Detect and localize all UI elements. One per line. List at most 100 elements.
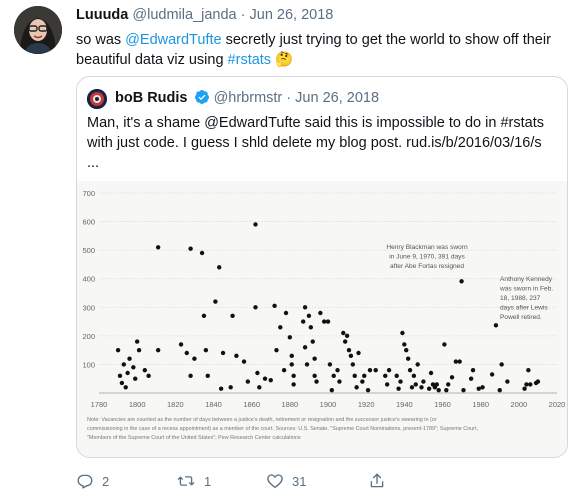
data-point [367, 367, 373, 373]
data-point [480, 385, 485, 390]
data-point [155, 347, 161, 353]
like-count: 31 [292, 473, 307, 489]
share-icon [370, 473, 384, 488]
data-point [341, 330, 346, 336]
separator-dot: · [240, 7, 246, 23]
data-point [493, 323, 499, 328]
x-tick-label: 1820 [167, 400, 184, 409]
scatter-chart-image[interactable]: 100 200 300 400 500 600 700 1780 1800 1820 1840 18… [77, 181, 567, 457]
data-point [434, 382, 439, 387]
data-point [272, 303, 277, 309]
chart-note-line: Note: Vacancies are counted as the numbe… [87, 417, 437, 423]
x-tick-label: 2000 [510, 400, 527, 409]
data-point [362, 373, 367, 379]
data-point [426, 386, 432, 391]
data-point [188, 246, 193, 251]
data-point [453, 359, 459, 364]
data-point [220, 350, 226, 356]
data-point [312, 356, 317, 361]
quoted-tweet-card[interactable]: boB Rudis @hrbrmstr · Jun 26, 2018 Man, … [76, 76, 568, 458]
data-point [318, 310, 323, 316]
data-point [274, 347, 279, 353]
quoted-author-avatar[interactable] [87, 89, 107, 109]
avatar-photo-icon [87, 89, 107, 109]
data-point [413, 382, 418, 387]
data-point [134, 339, 140, 344]
author-avatar[interactable] [14, 6, 62, 54]
data-point [360, 379, 365, 384]
tweet-text-part: so was [76, 32, 126, 48]
data-point [281, 367, 287, 373]
x-tick-label: 1860 [243, 400, 260, 409]
data-point [125, 370, 130, 376]
mention-link[interactable]: @EdwardTufte [125, 32, 222, 48]
data-point [217, 265, 222, 270]
hashtag-link[interactable]: #rstats [227, 52, 272, 68]
data-point [241, 359, 247, 364]
data-point [133, 376, 138, 381]
data-point [386, 367, 392, 373]
data-point [308, 325, 314, 330]
quoted-author-handle[interactable]: @hrbrmstr [213, 90, 283, 106]
data-point [522, 386, 527, 391]
data-point [526, 367, 531, 373]
author-handle[interactable]: @ludmila_janda [132, 7, 237, 23]
data-point [449, 375, 455, 380]
data-point [350, 362, 356, 367]
data-point [184, 350, 189, 356]
share-action[interactable] [368, 472, 386, 490]
data-point [409, 385, 415, 390]
quoted-author-name[interactable]: boB Rudis [115, 90, 188, 106]
data-point [352, 373, 357, 379]
author-name[interactable]: Luuuda [76, 7, 129, 23]
tweet-text-part: secretly just trying to get the world to… [76, 32, 551, 68]
data-point [291, 373, 296, 379]
data-point [304, 362, 310, 367]
data-point [127, 356, 132, 361]
data-point [310, 339, 315, 344]
annotation-text: Henry Blackman was sworn [386, 244, 468, 251]
data-point [344, 333, 350, 339]
quoted-tweet-date[interactable]: Jun 26, 2018 [295, 90, 380, 106]
retweet-icon [177, 476, 195, 486]
data-point [146, 373, 151, 379]
data-point [278, 325, 283, 330]
chart-note-line: commissioning in the case of a recess ap… [87, 426, 478, 432]
data-point [457, 359, 462, 364]
data-point [499, 362, 504, 367]
data-point [461, 387, 466, 393]
data-point [404, 347, 409, 353]
retweet-action[interactable]: 1 [176, 472, 211, 490]
annotation-text: 18, 1988, 237 [500, 295, 541, 302]
data-point [325, 319, 331, 324]
data-point [289, 362, 294, 367]
quoted-tweet-text: Man, it's a shame @EdwardTufte said this… [87, 115, 544, 171]
data-point [421, 379, 426, 384]
data-point [327, 362, 333, 367]
data-point [205, 373, 210, 379]
data-point [230, 313, 235, 319]
tweet-date[interactable]: Jun 26, 2018 [249, 7, 334, 23]
reply-action[interactable]: 2 [76, 472, 109, 490]
data-point [446, 382, 451, 387]
data-point [398, 379, 403, 384]
data-point [314, 379, 319, 384]
x-tick-label: 1960 [434, 400, 451, 409]
data-point [283, 310, 289, 316]
quoted-tweet-header: boB Rudis @hrbrmstr · Jun 26, 2018 [115, 89, 379, 109]
data-point [255, 370, 260, 376]
like-action[interactable]: 31 [266, 472, 306, 490]
annotation-text: Powell retired. [500, 314, 542, 321]
data-point [415, 362, 420, 367]
data-point [400, 330, 405, 336]
data-point [419, 385, 424, 390]
y-tick-label: 500 [82, 246, 95, 255]
data-point [257, 385, 262, 390]
data-point [291, 382, 296, 387]
tweet-action-bar: 2 1 31 [76, 472, 566, 494]
data-point [405, 356, 411, 361]
data-point [213, 299, 218, 304]
data-point [470, 367, 476, 373]
x-tick-label: 1980 [472, 400, 489, 409]
x-tick-label: 1900 [320, 400, 337, 409]
